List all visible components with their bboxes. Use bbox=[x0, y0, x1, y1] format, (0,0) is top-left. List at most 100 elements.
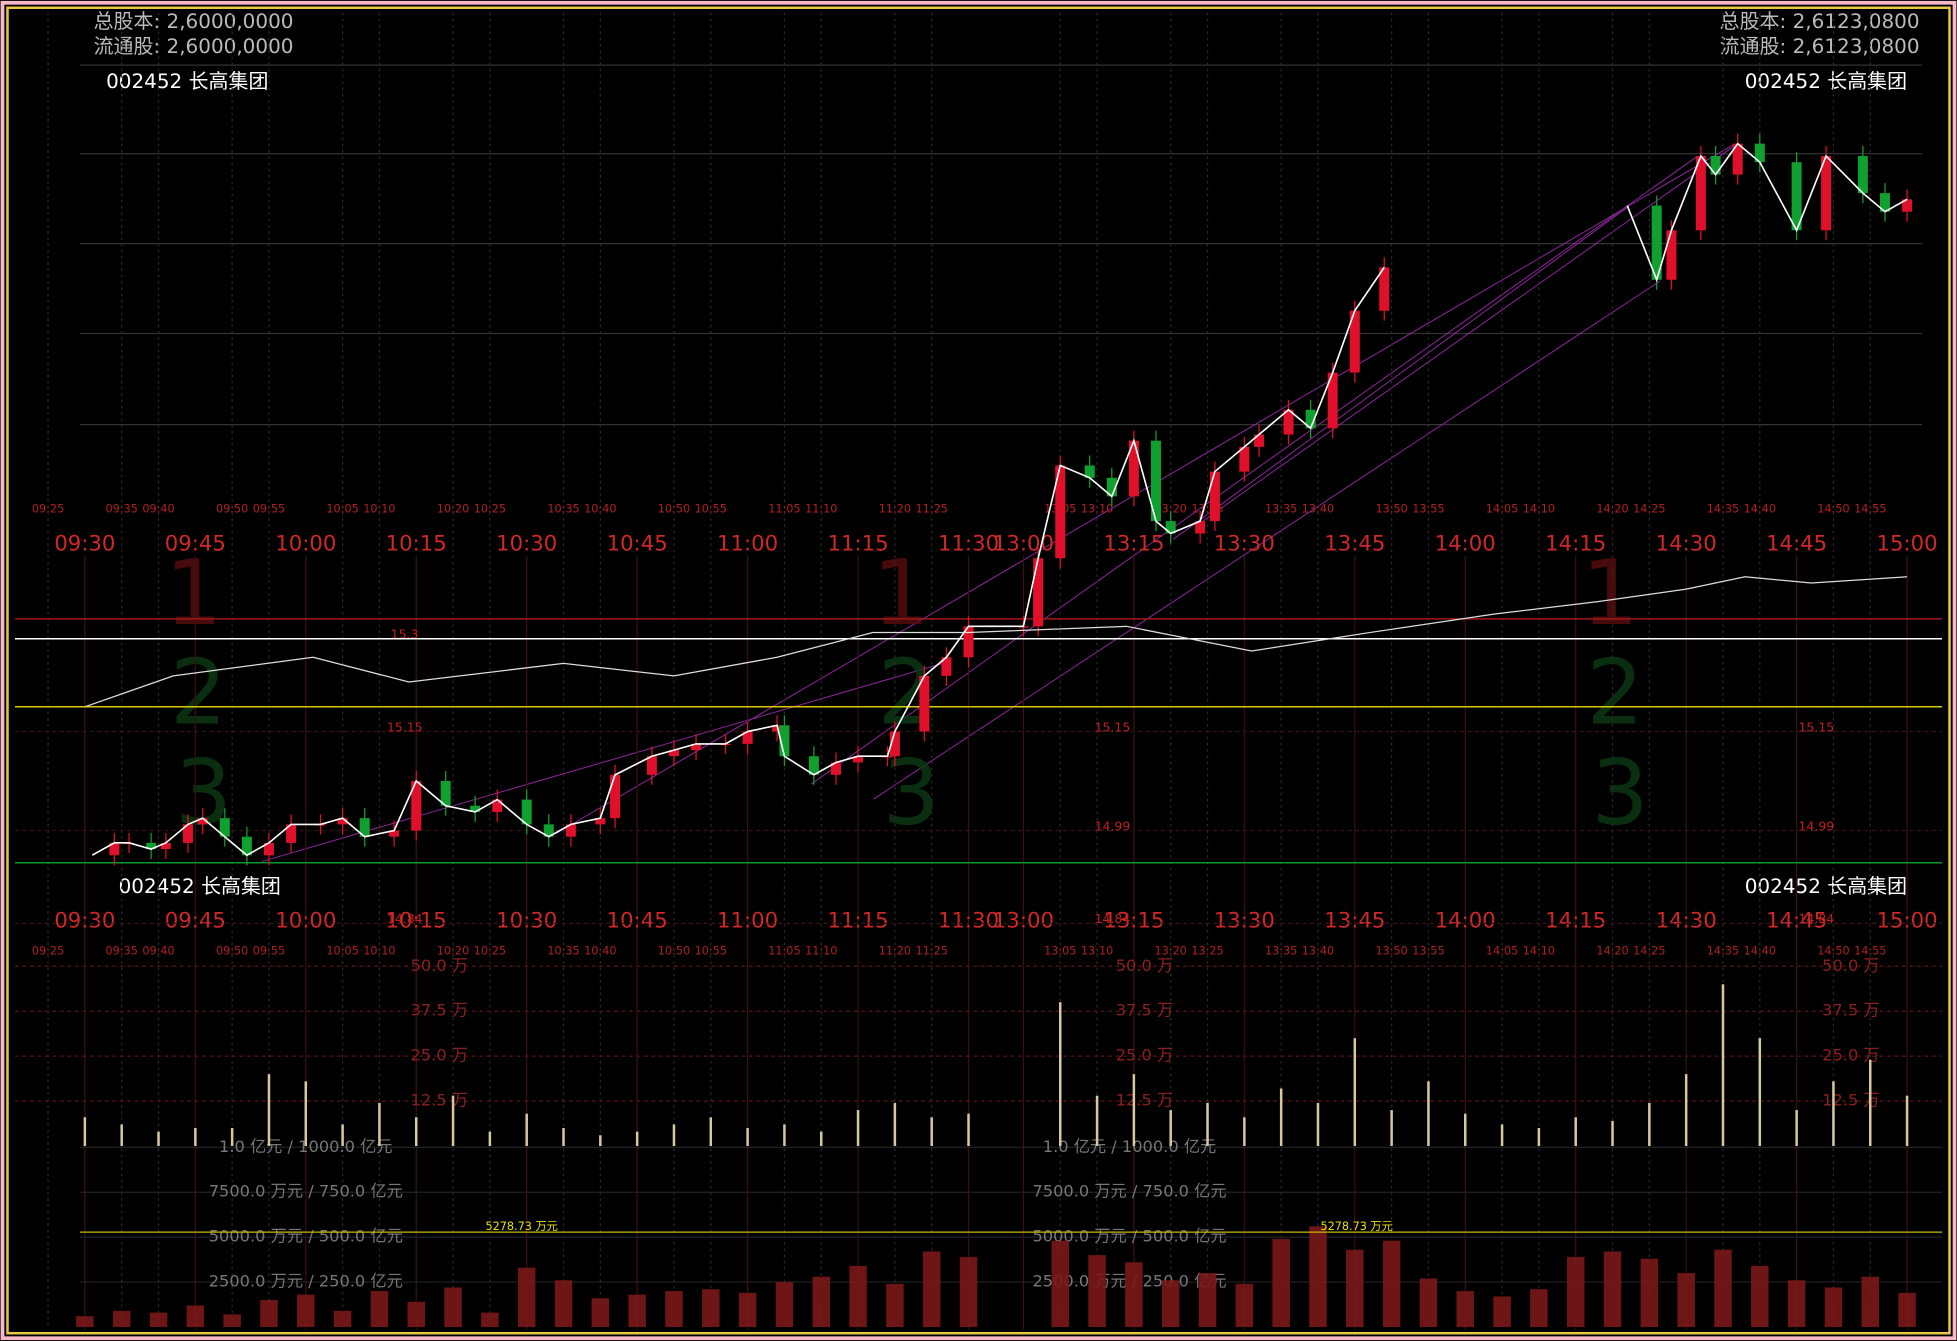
amount-bar bbox=[1125, 1262, 1143, 1327]
minor-time-label: 10:40 bbox=[584, 502, 616, 515]
watermark: 2 bbox=[1586, 642, 1643, 746]
amount-bar bbox=[628, 1294, 646, 1327]
minor-time-label: 14:50 bbox=[1817, 502, 1849, 515]
minor-time-label: 10:25 bbox=[474, 502, 506, 515]
candle bbox=[359, 818, 370, 837]
candle bbox=[1710, 156, 1721, 175]
time-label: 10:15 bbox=[386, 531, 447, 556]
watermark: 3 bbox=[883, 741, 940, 845]
volume-tick-label: 25.0 万 bbox=[1822, 1046, 1880, 1065]
minor-time-label: 09:50 bbox=[216, 944, 248, 957]
amount-bar bbox=[1309, 1226, 1327, 1327]
volume-tick-label: 25.0 万 bbox=[1116, 1046, 1174, 1065]
minor-time-label: 10:10 bbox=[363, 502, 395, 515]
y-tick-label: 15.15 bbox=[1095, 719, 1131, 734]
time-label: 13:30 bbox=[1214, 531, 1275, 556]
volume-bar bbox=[1243, 1117, 1246, 1147]
candle bbox=[919, 675, 930, 732]
minor-time-label: 14:35 bbox=[1707, 944, 1739, 957]
volume-bar bbox=[819, 1131, 823, 1147]
time-label: 14:45 bbox=[1766, 908, 1827, 933]
volume-bar bbox=[1574, 1117, 1577, 1147]
amount-bar bbox=[1161, 1280, 1180, 1327]
watermark: 2 bbox=[170, 642, 227, 746]
volume-bar bbox=[783, 1124, 786, 1147]
amount-bar bbox=[702, 1289, 720, 1327]
candle bbox=[1902, 199, 1913, 212]
candle bbox=[1305, 409, 1316, 429]
time-label: 10:45 bbox=[607, 908, 668, 933]
minor-time-label: 10:35 bbox=[547, 502, 579, 515]
amount-bar bbox=[407, 1301, 425, 1327]
minor-time-label: 14:20 bbox=[1596, 944, 1628, 957]
watermark: 1 bbox=[1581, 542, 1638, 646]
minor-time-label: 10:20 bbox=[437, 944, 469, 957]
time-label: 11:15 bbox=[828, 531, 889, 556]
volume-bar bbox=[1316, 1102, 1320, 1147]
time-label: 13:45 bbox=[1324, 531, 1385, 556]
time-label: 14:00 bbox=[1435, 531, 1496, 556]
minor-time-label: 10:25 bbox=[474, 944, 506, 957]
labels: 总股本: 2,6000,0000 流通股: 2,6000,0000 总股本: 2… bbox=[94, 9, 1920, 898]
volume-bar bbox=[120, 1124, 123, 1147]
amount-bar bbox=[1751, 1265, 1769, 1327]
time-label: 14:15 bbox=[1545, 531, 1606, 556]
minor-time-label: 13:20 bbox=[1155, 502, 1187, 515]
amount-bar bbox=[812, 1276, 830, 1327]
stock-name: 002452 长高集团 bbox=[119, 874, 281, 898]
amount-bar bbox=[1272, 1238, 1290, 1327]
volume-bar bbox=[1648, 1102, 1651, 1147]
volume-bar bbox=[562, 1128, 565, 1147]
amount-bar bbox=[112, 1310, 131, 1327]
minor-time-label: 13:35 bbox=[1265, 502, 1297, 515]
candle bbox=[337, 818, 348, 825]
y-tick-label: 14.84 bbox=[387, 911, 423, 926]
amount-bar bbox=[517, 1267, 536, 1327]
amount-bar bbox=[1787, 1280, 1806, 1327]
amount-bar bbox=[1198, 1273, 1217, 1327]
candle bbox=[1349, 310, 1360, 373]
float-shares: 流通股: 2,6000,0000 bbox=[94, 34, 294, 58]
amount-bar bbox=[1640, 1258, 1659, 1327]
time-label: 15:00 bbox=[1877, 908, 1938, 933]
amount-average-label: 5278.73 万元 bbox=[1320, 1220, 1392, 1233]
time-label: 13:00 bbox=[993, 531, 1054, 556]
amount-bar bbox=[149, 1312, 168, 1327]
minor-time-label: 14:10 bbox=[1523, 502, 1555, 515]
amount-bar bbox=[665, 1291, 683, 1327]
candle bbox=[742, 731, 753, 744]
candle bbox=[889, 731, 900, 757]
amount-bar bbox=[297, 1294, 315, 1327]
time-label: 13:30 bbox=[1214, 908, 1275, 933]
y-tick-label: 15.3 bbox=[391, 626, 419, 641]
volume-tick-label: 37.5 万 bbox=[1822, 1001, 1880, 1020]
time-label: 10:45 bbox=[607, 531, 668, 556]
minor-time-label: 11:10 bbox=[805, 944, 837, 957]
time-label: 09:30 bbox=[54, 531, 115, 556]
minor-time-label: 11:05 bbox=[768, 502, 800, 515]
minor-time-label: 14:05 bbox=[1486, 944, 1518, 957]
minor-time-label: 14:25 bbox=[1633, 502, 1665, 515]
volume-bar bbox=[1832, 1081, 1835, 1147]
time-label: 14:30 bbox=[1656, 908, 1717, 933]
volume-bar bbox=[599, 1135, 602, 1147]
minor-time-label: 13:55 bbox=[1412, 502, 1444, 515]
amount-bar bbox=[1346, 1249, 1364, 1327]
candle bbox=[1128, 440, 1139, 497]
volume-bar bbox=[746, 1128, 749, 1147]
minor-time-label: 13:40 bbox=[1302, 502, 1334, 515]
volume-bar bbox=[1427, 1081, 1430, 1147]
amount-bar bbox=[886, 1283, 904, 1327]
amount-bar bbox=[775, 1282, 794, 1327]
minor-time-label: 10:20 bbox=[437, 502, 469, 515]
volume-bar bbox=[1390, 1110, 1393, 1147]
volume-bar bbox=[341, 1124, 344, 1147]
minor-time-label: 13:50 bbox=[1375, 502, 1407, 515]
candle bbox=[691, 743, 702, 751]
amount-tick-label: 1.0 亿元 / 1000.0 亿元 bbox=[219, 1137, 393, 1156]
candle bbox=[595, 818, 606, 825]
minor-time-label: 10:05 bbox=[326, 502, 358, 515]
amount-bar bbox=[260, 1300, 278, 1327]
minor-time-label: 09:50 bbox=[216, 502, 248, 515]
candle bbox=[1879, 193, 1890, 212]
